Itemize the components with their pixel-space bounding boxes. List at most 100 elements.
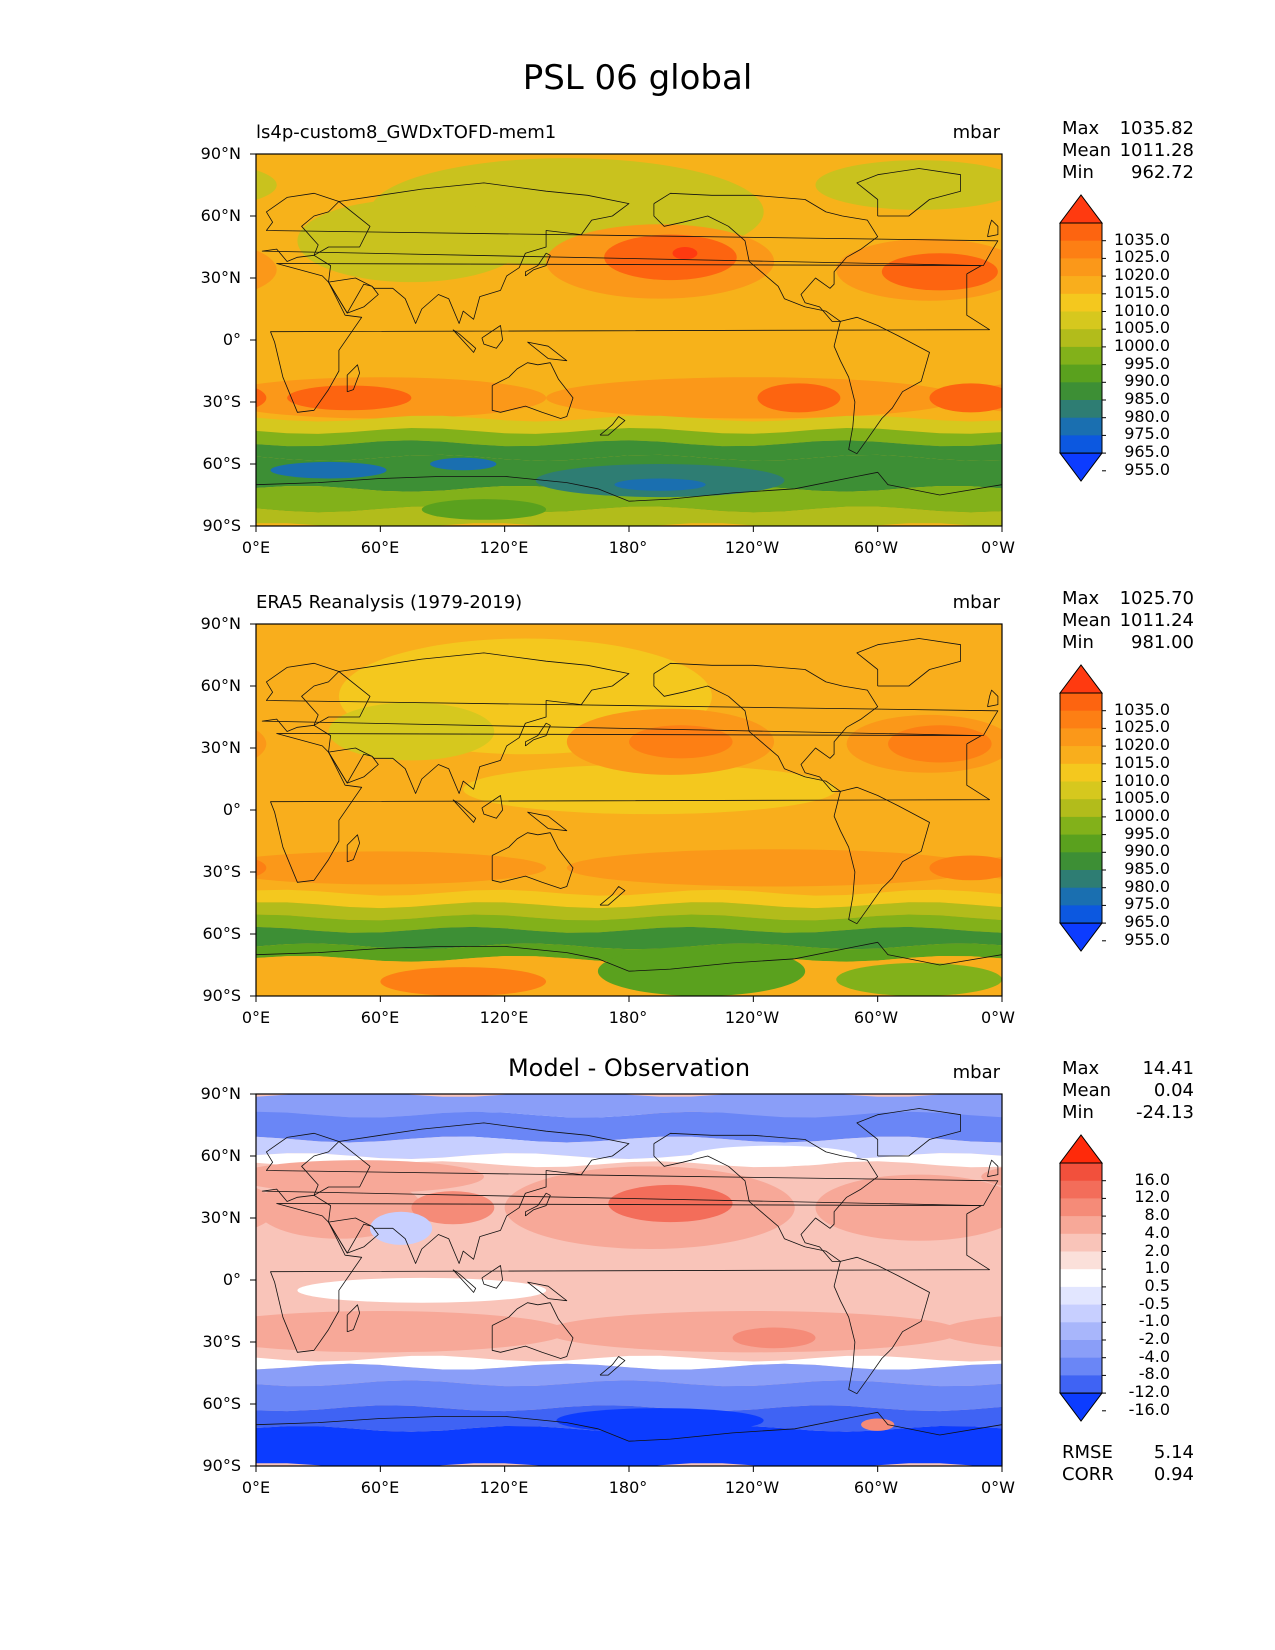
- metric-key: CORR: [1062, 1464, 1114, 1485]
- ylabel: 30°S: [202, 392, 241, 411]
- xlabel: 0°E: [241, 538, 271, 557]
- coastline: [328, 277, 379, 314]
- field-contour: [430, 457, 497, 471]
- colorbar-label: 1005.0: [1114, 318, 1170, 338]
- colorbar-segment: [1060, 1340, 1102, 1359]
- field-contour: [836, 962, 1002, 996]
- colorbar-label: 2.0: [1144, 1240, 1170, 1260]
- metric-value: 0.94: [1153, 1464, 1194, 1485]
- coastline: [525, 722, 551, 747]
- ylabel: 60°S: [202, 1394, 241, 1413]
- colorbar-label: -1.0: [1138, 1311, 1170, 1331]
- colorbar-label: 1025.0: [1114, 717, 1170, 737]
- stat-key: Max: [1062, 588, 1100, 609]
- xlabel: 60°E: [360, 1478, 400, 1497]
- coastline: [599, 416, 626, 436]
- field-contour: [597, 946, 806, 996]
- stats-box: Max 14.41 Mean 0.04 Min -24.13: [1062, 1058, 1194, 1124]
- coastline: [256, 941, 1002, 972]
- colorbar-label: -12.0: [1128, 1382, 1170, 1402]
- field-band: [256, 440, 1002, 461]
- colorbar-label: 16.0: [1134, 1169, 1170, 1189]
- colorbar-label: 980.0: [1124, 406, 1170, 426]
- colorbar-segment: [1060, 435, 1102, 454]
- field-layer: [256, 624, 1002, 996]
- field-contour: [691, 1145, 857, 1167]
- ylabel: 30°S: [202, 1332, 241, 1351]
- coastline: [987, 219, 999, 238]
- colorbar-extend-max: [1059, 194, 1103, 224]
- coastline: [525, 252, 551, 277]
- field-contour: [256, 1160, 484, 1194]
- field-contour: [608, 1184, 733, 1223]
- colorbar-label: 1000.0: [1114, 805, 1170, 825]
- xlabel: 120°E: [479, 1478, 529, 1497]
- stat-key: Mean: [1062, 610, 1112, 631]
- coastline: [987, 1159, 999, 1178]
- xlabel: 0°W: [981, 538, 1015, 557]
- coastline: [527, 341, 568, 362]
- panel-difference: Model - Observation mbar 90°N 60°N 30°N …: [0, 940, 1275, 1497]
- field-contour: [256, 170, 277, 200]
- colorbar-segment: [1060, 382, 1102, 401]
- colorbar-label: 0.5: [1144, 1275, 1170, 1295]
- coastline: [270, 263, 990, 413]
- coastline: [346, 834, 360, 863]
- field-band: [256, 415, 1002, 434]
- coastline: [527, 811, 568, 832]
- field-band: [256, 1111, 1002, 1143]
- figure-title: PSL 06 global: [522, 58, 753, 98]
- colorbar-segment: [1060, 852, 1102, 871]
- stat-key: Max: [1062, 118, 1100, 139]
- colorbar-label: -0.5: [1138, 1293, 1170, 1313]
- field-band: [256, 889, 1002, 909]
- colorbar-frame: [1059, 1162, 1103, 1394]
- field-contour: [861, 1418, 895, 1431]
- xlabel: 60°W: [853, 538, 899, 557]
- colorbar-segment: [1060, 799, 1102, 818]
- xlabel: 180°: [608, 538, 648, 557]
- colorbar-segment: [1060, 710, 1102, 729]
- panel-title: ERA5 Reanalysis (1979-2019): [256, 592, 523, 613]
- colorbar-label: 965.0: [1124, 912, 1170, 932]
- coastline: [256, 471, 1002, 502]
- metrics-box: RMSE 5.14 CORR 0.94: [1062, 1442, 1194, 1486]
- field-contour: [256, 1311, 567, 1353]
- colorbar-frame: [1059, 692, 1103, 924]
- field-contour: [297, 1277, 547, 1303]
- field-contour: [929, 855, 1002, 881]
- coastline: [261, 192, 999, 266]
- field-contour: [929, 383, 1002, 413]
- field-contour: [815, 1174, 1002, 1241]
- coastline: [491, 832, 574, 889]
- colorbar: 1035.0 1025.0 1020.0 1015.0 1010.0 1005.0 1000…: [1059, 664, 1180, 959]
- coastline: [491, 1302, 574, 1359]
- field-contour: [256, 250, 277, 290]
- field-contour: [732, 1327, 816, 1349]
- field-band: [256, 943, 1002, 962]
- colorbar-label: 1005.0: [1114, 788, 1170, 808]
- ylabel: 30°N: [200, 738, 241, 757]
- ylabel: 60°S: [202, 924, 241, 943]
- field-contour: [287, 385, 412, 411]
- ylabel: 0°: [222, 1270, 241, 1289]
- panel-observation: ERA5 Reanalysis (1979-2019) mbar 90°N 60…: [0, 470, 1275, 1027]
- colorbar-label: -8.0: [1138, 1364, 1170, 1384]
- coastline: [270, 733, 990, 883]
- ylabel: 60°N: [200, 676, 241, 695]
- colorbar-extend-max: [1059, 1134, 1103, 1164]
- ylabel: 60°N: [200, 206, 241, 225]
- xlabel: 60°E: [360, 1008, 400, 1027]
- coastline: [256, 1411, 1002, 1442]
- stat-value: 962.72: [1131, 162, 1194, 183]
- colorbar-segment: [1060, 763, 1102, 782]
- colorbar-segment: [1060, 728, 1102, 747]
- coastline: [261, 662, 999, 736]
- colorbar-label: 8.0: [1144, 1205, 1170, 1225]
- field-contour: [270, 461, 387, 479]
- field-band: [256, 1426, 1002, 1466]
- coastline: [452, 329, 477, 353]
- coastline: [856, 1108, 961, 1157]
- field-contour: [888, 725, 992, 763]
- colorbar-segment: [1060, 364, 1102, 383]
